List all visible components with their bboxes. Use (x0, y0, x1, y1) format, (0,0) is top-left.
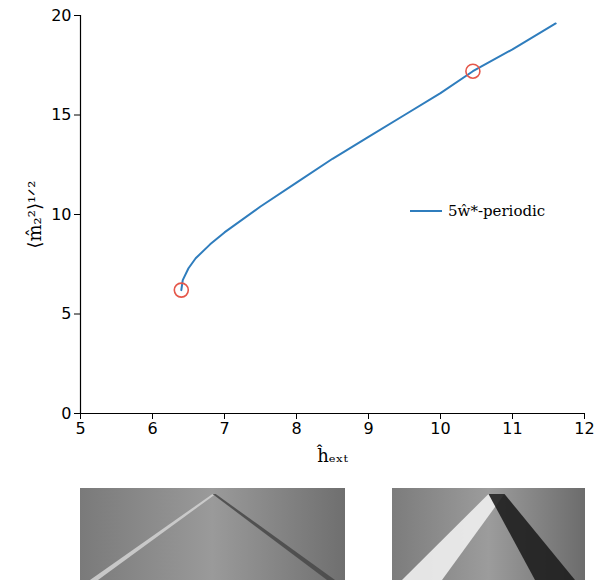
svg-text:0: 0 (61, 404, 71, 423)
svg-text:8: 8 (291, 419, 301, 438)
svg-text:7: 7 (219, 419, 229, 438)
svg-text:20: 20 (51, 6, 71, 25)
svg-text:12: 12 (574, 419, 594, 438)
svg-text:9: 9 (363, 419, 373, 438)
svg-text:ĥₑₓₜ: ĥₑₓₜ (316, 444, 348, 466)
svg-text:6: 6 (147, 419, 157, 438)
html-text:5ŵ*-periodic: 5ŵ*-periodic (448, 202, 546, 220)
svg-text:5: 5 (61, 304, 71, 323)
svg-text:10: 10 (51, 205, 71, 224)
svg-text:10: 10 (430, 419, 450, 438)
svg-text:15: 15 (51, 105, 71, 124)
svg-text:11: 11 (502, 419, 522, 438)
svg-text:⟨m̂₂²⟩¹ᐟ²: ⟨m̂₂²⟩¹ᐟ² (24, 181, 45, 249)
svg-text:5: 5 (75, 419, 85, 438)
